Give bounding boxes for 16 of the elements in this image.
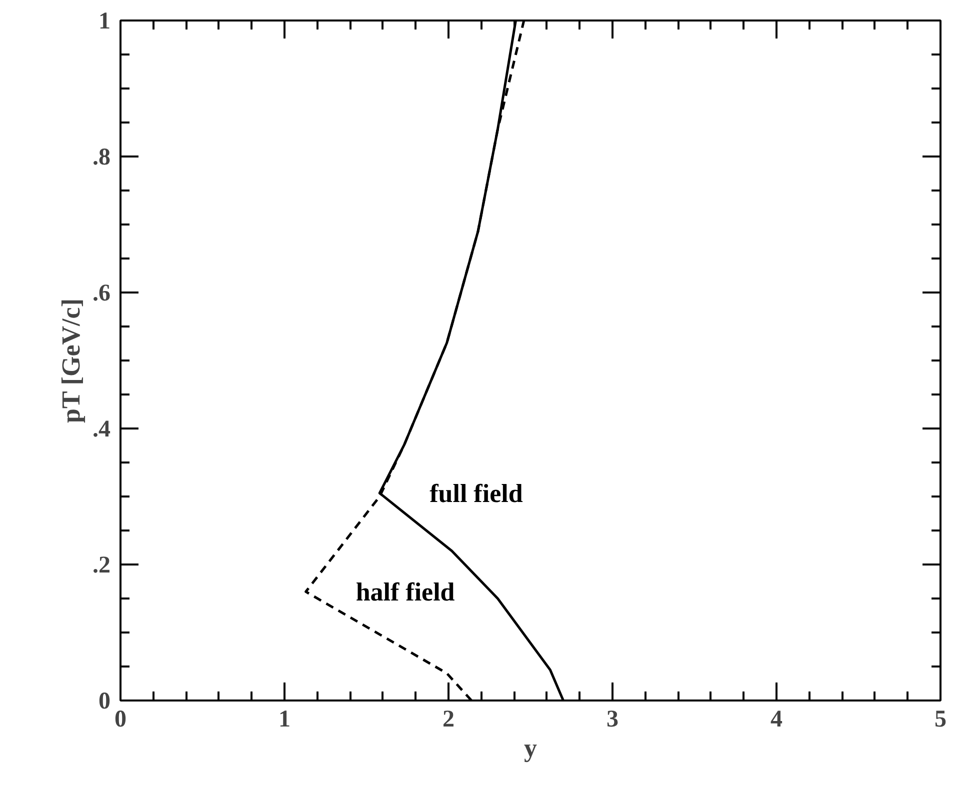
x-tick-label: 3 bbox=[606, 706, 618, 732]
y-tick-label: .6 bbox=[92, 280, 110, 306]
x-tick-label: 5 bbox=[934, 706, 946, 732]
x-tick-label: 4 bbox=[770, 706, 782, 732]
y-tick-label: 0 bbox=[98, 688, 110, 714]
series-label: half field bbox=[356, 578, 456, 607]
x-tick-label: 1 bbox=[278, 706, 290, 732]
series-label: full field bbox=[430, 479, 524, 508]
x-axis-title: y bbox=[524, 734, 537, 762]
y-tick-label: .4 bbox=[92, 416, 110, 442]
y-axis-title: pT [GeV/c] bbox=[56, 298, 86, 423]
y-tick-label: .8 bbox=[92, 144, 110, 170]
x-tick-label: 0 bbox=[114, 706, 126, 732]
x-tick-label: 2 bbox=[442, 706, 454, 732]
y-tick-label: 1 bbox=[98, 8, 110, 34]
y-tick-label: .2 bbox=[92, 552, 110, 578]
